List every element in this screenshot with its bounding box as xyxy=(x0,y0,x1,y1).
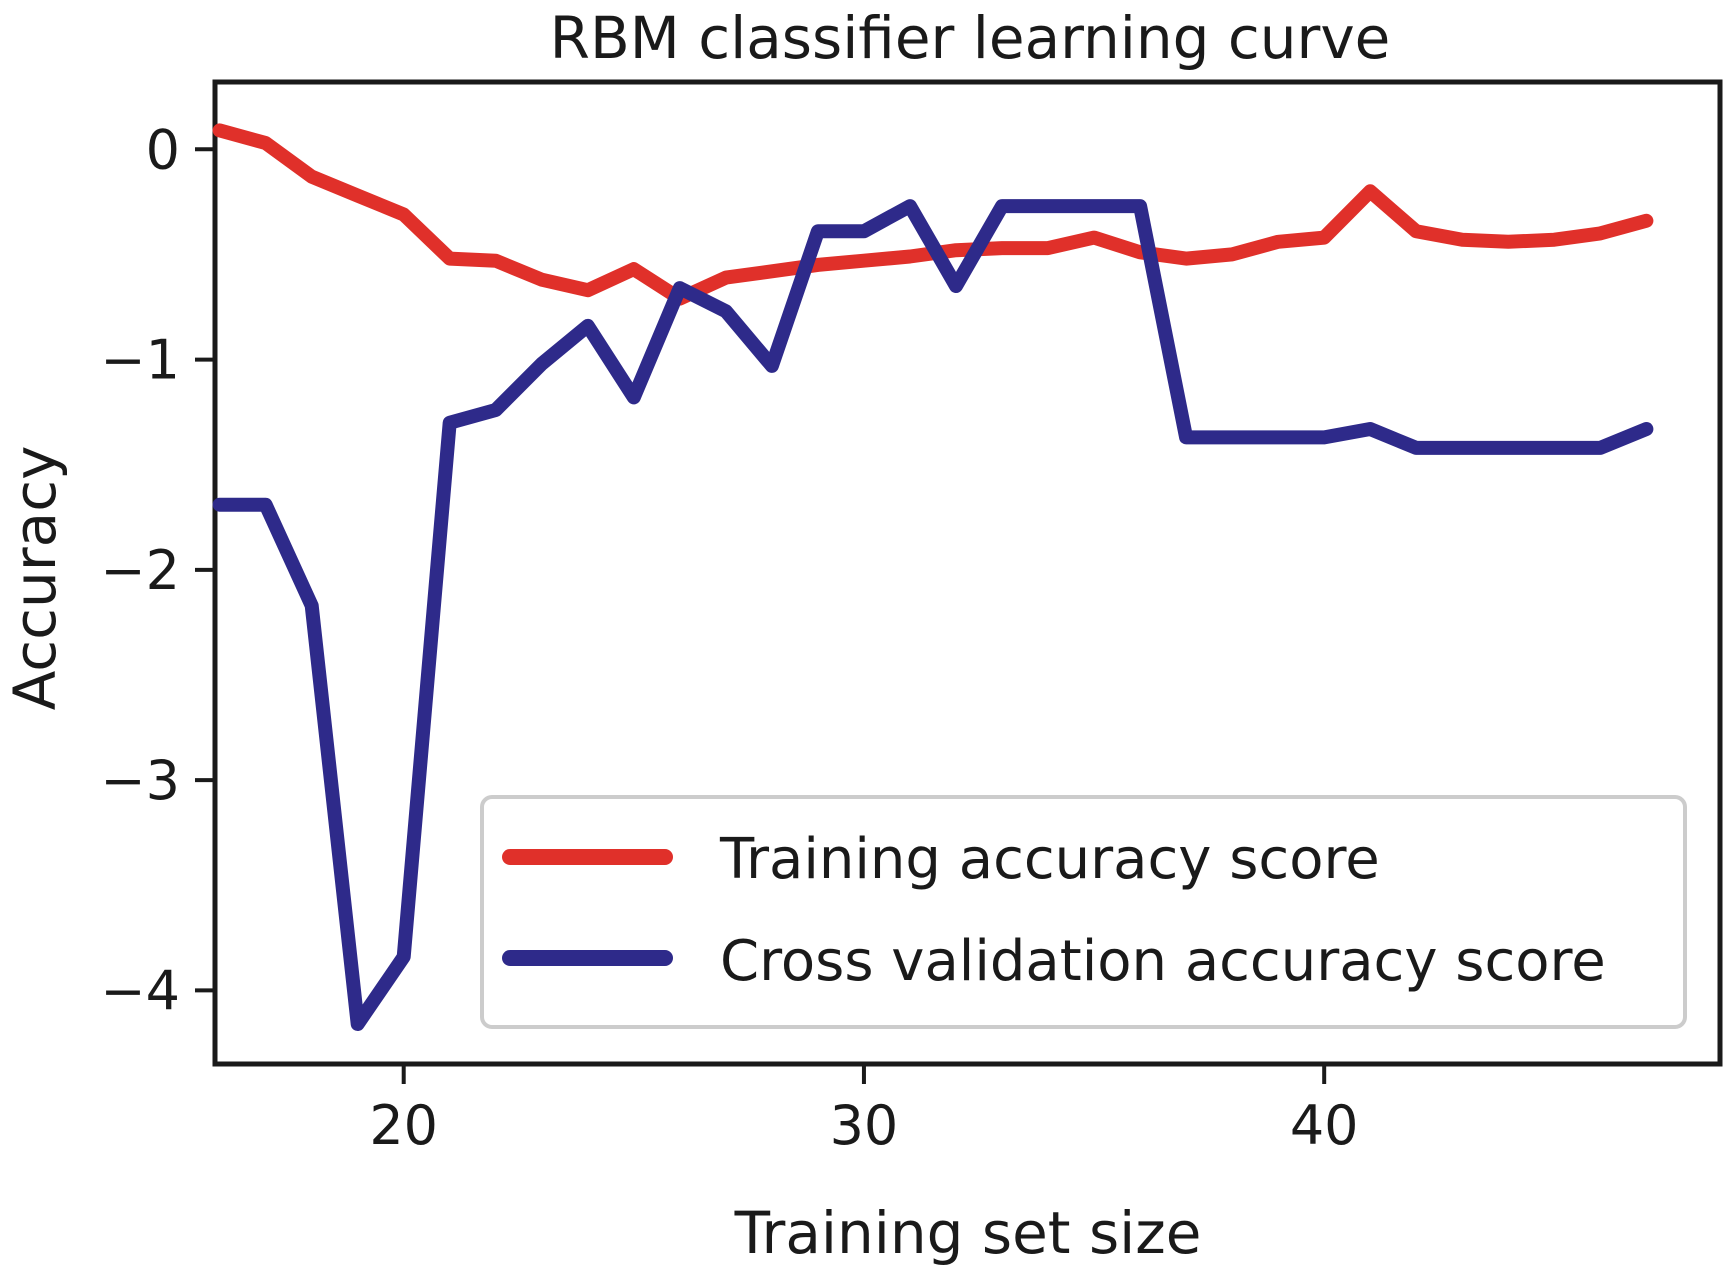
legend-label-cross-validation: Cross validation accuracy score xyxy=(720,929,1606,994)
series-lines xyxy=(212,123,1654,1031)
y-tick-label: −4 xyxy=(100,959,180,1022)
series-line-training xyxy=(212,123,1654,306)
series-line-cross-validation xyxy=(212,199,1654,1031)
chart-title: RBM classifier learning curve xyxy=(550,4,1391,72)
y-axis-label: Accuracy xyxy=(1,446,69,711)
legend-box xyxy=(480,795,1687,1029)
y-tick-label: 0 xyxy=(146,118,180,181)
legend-label-training: Training accuracy score xyxy=(719,827,1380,892)
x-tick-label: 40 xyxy=(1290,1094,1359,1157)
y-tick-label: −3 xyxy=(100,749,180,812)
plot-area-frame xyxy=(212,79,1723,1067)
legend: Training accuracy score Cross validation… xyxy=(480,795,1687,1029)
y-tick-label: −1 xyxy=(100,329,180,392)
x-tick-label: 20 xyxy=(369,1094,438,1157)
axis-ticks: 20 30 40 0 −1 −2 −3 −4 xyxy=(100,118,1358,1157)
x-axis-label: Training set size xyxy=(734,1199,1202,1267)
y-tick-label: −2 xyxy=(100,539,180,602)
x-tick-label: 30 xyxy=(830,1094,899,1157)
